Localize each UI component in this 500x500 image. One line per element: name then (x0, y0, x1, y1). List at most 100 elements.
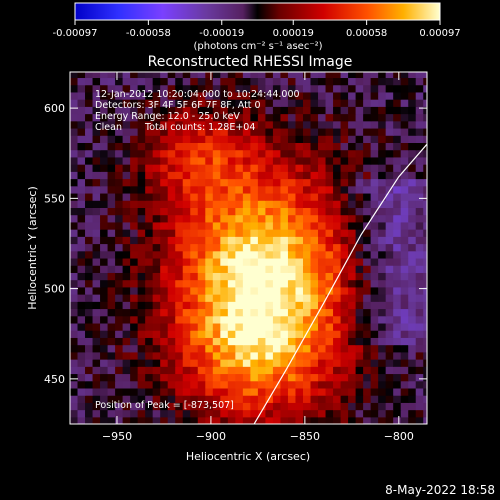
heatmap-pixel (70, 72, 79, 79)
heatmap-pixel (287, 214, 297, 223)
heatmap-pixel (160, 272, 169, 281)
heatmap-pixel (265, 337, 274, 346)
heatmap-pixel (175, 214, 184, 223)
heatmap-pixel (227, 294, 236, 302)
heatmap-pixel (363, 373, 372, 382)
heatmap-pixel (190, 286, 199, 295)
heatmap-pixel (107, 257, 116, 266)
heatmap-pixel (318, 84, 327, 93)
heatmap-pixel (325, 366, 334, 375)
heatmap-pixel (175, 387, 184, 396)
heatmap-pixel (400, 265, 409, 273)
heatmap-pixel (287, 84, 297, 93)
heatmap-pixel (70, 200, 79, 208)
heatmap-pixel (145, 330, 154, 338)
heatmap-pixel (318, 99, 327, 107)
heatmap-pixel (310, 171, 319, 180)
heatmap-pixel (70, 229, 79, 237)
heatmap-pixel (318, 286, 327, 295)
heatmap-pixel (393, 127, 402, 136)
heatmap-pixel (355, 77, 364, 86)
heatmap-pixel (400, 373, 409, 382)
heatmap-pixel (115, 416, 124, 424)
heatmap-pixel (167, 207, 176, 216)
heatmap-pixel (92, 192, 101, 201)
heatmap-pixel (130, 294, 139, 302)
heatmap-pixel (92, 91, 101, 100)
heatmap-pixel (107, 373, 116, 382)
heatmap-pixel (378, 330, 387, 338)
heatmap-pixel (160, 409, 169, 418)
heatmap-pixel (257, 373, 267, 382)
heatmap-pixel (423, 192, 427, 201)
heatmap-pixel (318, 127, 327, 136)
heatmap-pixel (115, 344, 124, 353)
heatmap-pixel (370, 178, 379, 187)
heatmap-pixel (92, 286, 101, 295)
heatmap-pixel (295, 380, 304, 389)
heatmap-pixel (385, 373, 394, 382)
heatmap-pixel (197, 156, 206, 165)
heatmap-pixel (333, 402, 342, 411)
heatmap-pixel (363, 380, 372, 389)
heatmap-pixel (393, 120, 402, 129)
heatmap-pixel (137, 120, 146, 129)
heatmap-pixel (385, 308, 394, 317)
heatmap-pixel (302, 192, 312, 201)
heatmap-pixel (265, 409, 274, 418)
heatmap-pixel (212, 113, 221, 122)
heatmap-pixel (85, 272, 94, 281)
heatmap-pixel (318, 373, 327, 382)
heatmap-pixel (190, 359, 199, 367)
heatmap-pixel (370, 409, 379, 418)
heatmap-pixel (137, 77, 146, 86)
heatmap-pixel (355, 315, 364, 324)
heatmap-pixel (355, 344, 364, 353)
heatmap-pixel (160, 171, 169, 180)
heatmap-pixel (85, 286, 94, 295)
heatmap-pixel (205, 127, 214, 136)
heatmap-pixel (415, 120, 424, 129)
heatmap-pixel (167, 200, 176, 208)
heatmap-pixel (197, 106, 206, 115)
heatmap-pixel (257, 99, 267, 107)
heatmap-pixel (190, 229, 199, 237)
heatmap-pixel (310, 156, 319, 165)
heatmap-pixel (160, 344, 169, 353)
heatmap-pixel (393, 344, 402, 353)
heatmap-pixel (325, 416, 334, 424)
heatmap-pixel (137, 272, 146, 281)
heatmap-pixel (280, 106, 289, 115)
heatmap-pixel (130, 192, 139, 201)
heatmap-pixel (227, 236, 236, 245)
heatmap-pixel (242, 330, 251, 338)
heatmap-pixel (423, 330, 427, 338)
heatmap-pixel (190, 366, 199, 375)
heatmap-pixel (378, 373, 387, 382)
heatmap-pixel (85, 207, 94, 216)
heatmap-pixel (205, 156, 214, 165)
heatmap-pixel (235, 229, 244, 237)
heatmap-pixel (227, 272, 236, 281)
heatmap-pixel (355, 229, 364, 237)
heatmap-pixel (197, 142, 206, 151)
heatmap-pixel (287, 322, 297, 331)
heatmap-pixel (408, 351, 417, 360)
heatmap-pixel (160, 416, 169, 424)
heatmap-pixel (122, 106, 131, 115)
heatmap-pixel (340, 106, 349, 115)
heatmap-pixel (393, 366, 402, 375)
heatmap-pixel (348, 200, 357, 208)
heatmap-pixel (340, 272, 349, 281)
heatmap-pixel (145, 192, 154, 201)
heatmap-pixel (70, 250, 79, 259)
heatmap-pixel (340, 359, 349, 367)
heatmap-pixel (325, 409, 334, 418)
heatmap-pixel (85, 315, 94, 324)
heatmap-pixel (385, 359, 394, 367)
heatmap-pixel (393, 156, 402, 165)
heatmap-pixel (265, 127, 274, 136)
heatmap-pixel (92, 301, 101, 310)
heatmap-pixel (295, 344, 304, 353)
heatmap-pixel (400, 330, 409, 338)
